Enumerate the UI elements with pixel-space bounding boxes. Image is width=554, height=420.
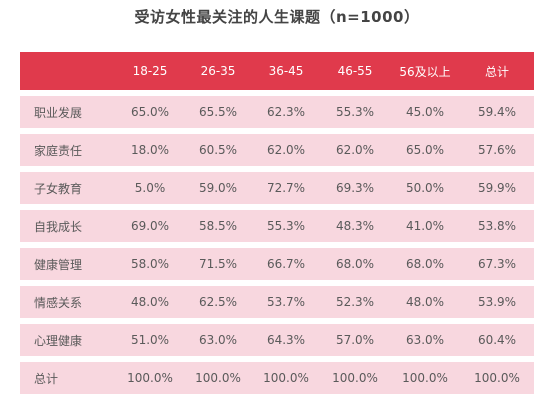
table-cell-value: 52.3% (335, 295, 375, 309)
table-cell-value: 65.0% (130, 105, 170, 119)
table-cell-value: 100.0% (402, 371, 448, 385)
row-label: 职业发展 (34, 105, 83, 120)
row-label: 情感关系 (34, 295, 83, 310)
row-label: 家庭责任 (34, 143, 83, 158)
table-cell-value: 60.4% (477, 333, 517, 347)
table-cell-value: 67.3% (477, 257, 517, 271)
table-row: 心理健康 51.0% 63.0% 64.3% 57.0% 63.0% 60.4% (20, 324, 534, 356)
table-cell-value: 60.5% (198, 143, 238, 157)
table-cell-value: 62.0% (266, 143, 306, 157)
table-row: 家庭责任 18.0% 60.5% 62.0% 62.0% 65.0% 57.6% (20, 134, 534, 166)
column-header: 26-35 (200, 64, 236, 78)
table-cell-value: 68.0% (405, 257, 445, 271)
table-cell-value: 100.0% (474, 371, 520, 385)
table-cell-value: 62.5% (198, 295, 238, 309)
table-cell-value: 100.0% (332, 371, 378, 385)
table-cell-value: 48.0% (130, 295, 170, 309)
table-cell-value: 63.0% (198, 333, 238, 347)
column-header: 36-45 (268, 64, 304, 78)
table-cell-value: 59.4% (477, 105, 517, 119)
table-cell-value: 5.0% (134, 181, 166, 195)
column-header: 18-25 (132, 64, 168, 78)
row-label: 总计 (34, 371, 59, 386)
table-cell-value: 55.3% (266, 219, 306, 233)
table-cell-value: 62.3% (266, 105, 306, 119)
table-row: 自我成长 69.0% 58.5% 55.3% 48.3% 41.0% 53.8% (20, 210, 534, 242)
table-cell-value: 18.0% (130, 143, 170, 157)
chart-title: 受访女性最关注的人生课题（n=1000） (134, 8, 420, 26)
table-cell-value: 53.9% (477, 295, 517, 309)
table-row: 职业发展 65.0% 65.5% 62.3% 55.3% 45.0% 59.4% (20, 96, 534, 128)
table-cell-value: 48.3% (335, 219, 375, 233)
table-cell-value: 65.0% (405, 143, 445, 157)
table-cell-value: 58.5% (198, 219, 238, 233)
table-cell-value: 59.0% (198, 181, 238, 195)
table-cell-value: 57.0% (335, 333, 375, 347)
table-cell-value: 65.5% (198, 105, 238, 119)
table-cell-value: 53.7% (266, 295, 306, 309)
table-row: 子女教育 5.0% 59.0% 72.7% 69.3% 50.0% 59.9% (20, 172, 534, 204)
table-cell-value: 64.3% (266, 333, 306, 347)
table-cell-value: 66.7% (266, 257, 306, 271)
table-cell-value: 63.0% (405, 333, 445, 347)
table-cell-value: 62.0% (335, 143, 375, 157)
table-header-row: 18-25 26-35 36-45 46-55 56及以上 总计 (20, 52, 534, 90)
table-cell-value: 48.0% (405, 295, 445, 309)
table-row: 总计 100.0% 100.0% 100.0% 100.0% 100.0% 100.0% (20, 362, 534, 394)
data-table: 18-25 26-35 36-45 46-55 56及以上 总计 职业发展 65.0% 65.… (20, 52, 534, 394)
row-label: 子女教育 (34, 181, 83, 196)
table-cell-value: 59.9% (477, 181, 517, 195)
table-body: 职业发展 65.0% 65.5% 62.3% 55.3% 45.0% 59.4% 家庭责任 18… (20, 96, 534, 394)
column-header: 46-55 (337, 64, 373, 78)
table-cell-value: 68.0% (335, 257, 375, 271)
table-cell-value: 55.3% (335, 105, 375, 119)
table-row: 情感关系 48.0% 62.5% 53.7% 52.3% 48.0% 53.9% (20, 286, 534, 318)
column-header: 56及以上 (399, 64, 451, 79)
column-header: 总计 (484, 64, 509, 79)
table-cell-value: 53.8% (477, 219, 517, 233)
table-cell-value: 71.5% (198, 257, 238, 271)
header-corner-cell (20, 52, 130, 90)
table-cell-value: 58.0% (130, 257, 170, 271)
table-cell-value: 51.0% (130, 333, 170, 347)
row-label: 自我成长 (34, 219, 83, 234)
row-label: 心理健康 (34, 333, 83, 348)
table-cell-value: 57.6% (477, 143, 517, 157)
row-label: 健康管理 (34, 257, 83, 272)
table-cell-value: 69.0% (130, 219, 170, 233)
table-cell-value: 50.0% (405, 181, 445, 195)
table-cell-value: 69.3% (335, 181, 375, 195)
table-cell-value: 41.0% (405, 219, 445, 233)
table-row: 健康管理 58.0% 71.5% 66.7% 68.0% 68.0% 67.3% (20, 248, 534, 280)
table-cell-value: 45.0% (405, 105, 445, 119)
table-cell-value: 100.0% (263, 371, 309, 385)
table-cell-value: 72.7% (266, 181, 306, 195)
table-cell-value: 100.0% (195, 371, 241, 385)
table-cell-value: 100.0% (127, 371, 173, 385)
